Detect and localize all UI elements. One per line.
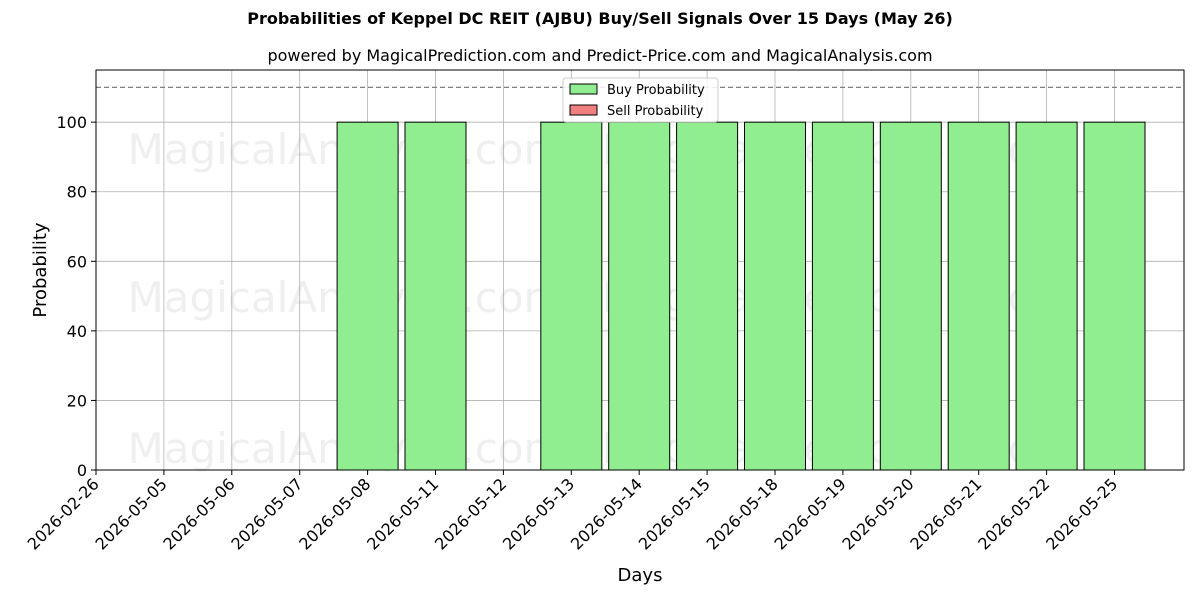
y-tick-label: 20	[67, 391, 87, 410]
x-tick-label: 2026-05-06	[159, 474, 238, 553]
x-tick-label: 2026-05-18	[703, 474, 782, 553]
x-tick-label: 2026-05-08	[295, 474, 374, 553]
x-tick-label: 2026-05-21	[906, 474, 985, 553]
x-tick-label: 2026-05-22	[974, 474, 1053, 553]
bar-2026-05-11	[404, 121, 467, 471]
chart-subtitle: powered by MagicalPrediction.com and Pre…	[267, 46, 933, 65]
legend-label: Sell Probability	[607, 104, 704, 119]
x-tick-label: 2026-05-25	[1042, 474, 1121, 553]
x-tick-label: 2026-05-19	[771, 474, 850, 553]
x-tick-label: 2026-05-15	[635, 474, 714, 553]
bar-2026-05-22	[1015, 121, 1078, 471]
x-tick-label: 2026-05-12	[431, 474, 510, 553]
x-tick-label: 2026-05-05	[92, 474, 171, 553]
legend-swatch	[569, 83, 598, 95]
chart-title: Probabilities of Keppel DC REIT (AJBU) B…	[247, 9, 953, 28]
legend-swatch	[569, 104, 598, 116]
bar-2026-05-15	[676, 121, 739, 471]
y-tick-label: 60	[67, 252, 87, 271]
bar-2026-05-19	[811, 121, 874, 471]
y-tick-label: 80	[67, 183, 87, 202]
legend-box	[562, 77, 719, 123]
y-tick-label: 0	[77, 461, 87, 480]
y-tick-label: 40	[67, 322, 87, 341]
bar-2026-05-20	[879, 121, 942, 471]
x-tick-label: 2026-05-13	[499, 474, 578, 553]
bar-2026-05-13	[540, 121, 603, 471]
bar-2026-05-14	[608, 121, 671, 471]
bar-2026-05-25	[1083, 121, 1146, 471]
x-tick-label: 2026-05-07	[227, 474, 306, 553]
bar-layer	[336, 121, 1146, 471]
legend-label: Buy Probability	[607, 83, 705, 98]
x-axis-label: Days	[618, 565, 663, 586]
bar-2026-05-21	[947, 121, 1010, 471]
plot-frame	[95, 69, 1185, 471]
x-tick-label: 2026-05-14	[567, 474, 646, 553]
legend: Buy Probability Sell Probability	[562, 77, 719, 123]
bar-2026-05-08	[336, 121, 399, 471]
y-axis-label: Probability	[30, 222, 51, 317]
x-tick-label: 2026-05-11	[363, 474, 442, 553]
x-tick-label: 2026-05-20	[838, 474, 917, 553]
y-tick-label: 100	[56, 113, 87, 132]
bar-2026-05-18	[744, 121, 806, 471]
x-tick-label: 2026-02-26	[24, 474, 103, 553]
